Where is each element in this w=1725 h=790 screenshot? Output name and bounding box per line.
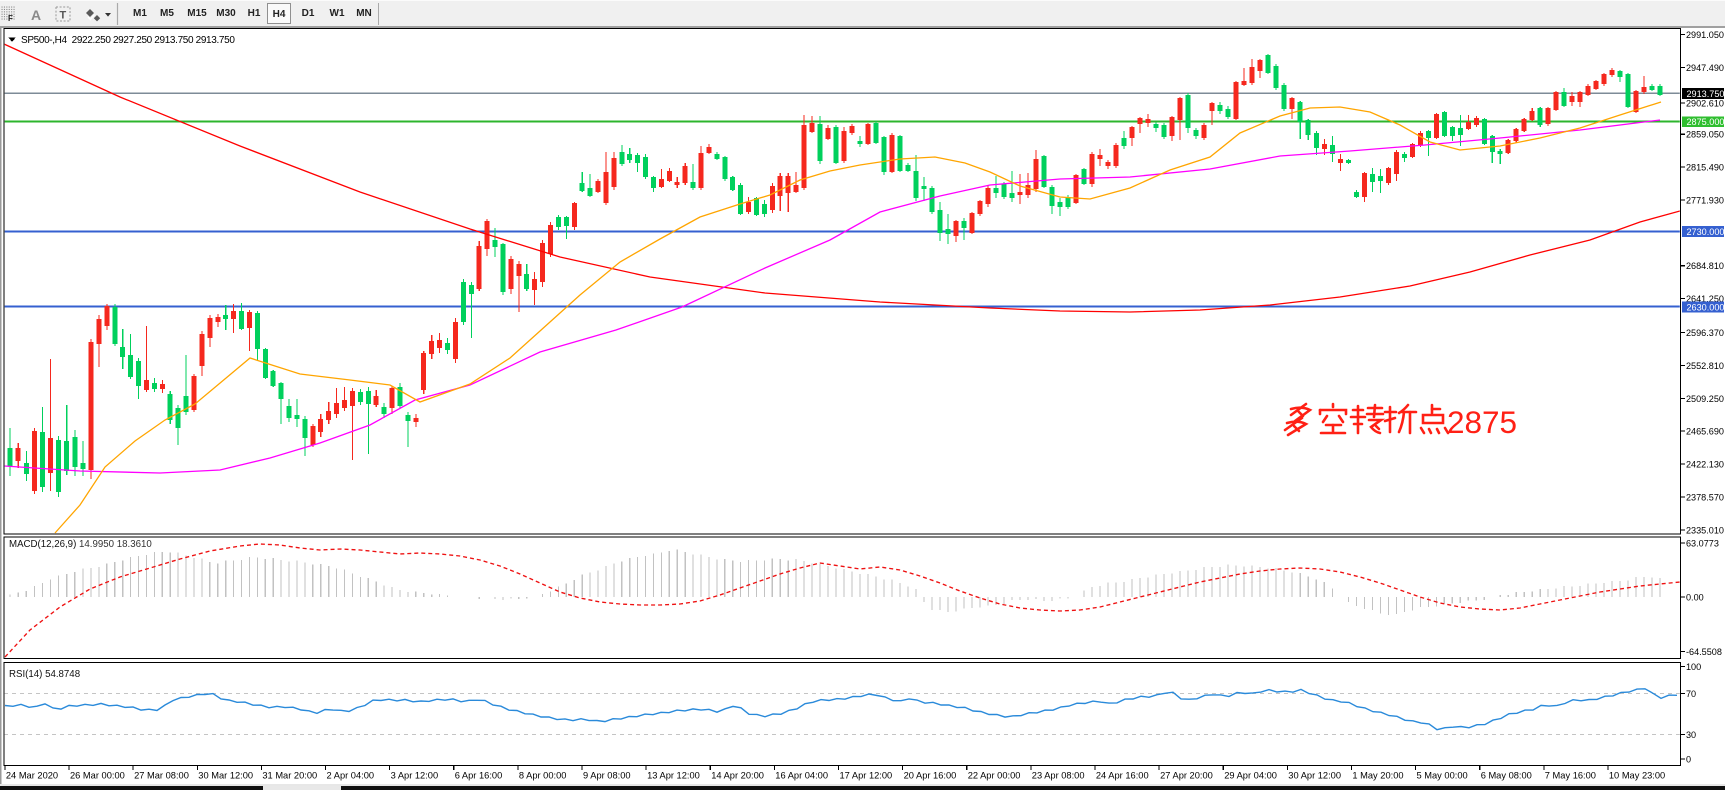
svg-text:29 Apr 04:00: 29 Apr 04:00	[1224, 771, 1277, 781]
svg-text:70: 70	[1686, 689, 1696, 699]
svg-text:26 Mar 00:00: 26 Mar 00:00	[70, 771, 125, 781]
svg-text:2 Apr 04:00: 2 Apr 04:00	[327, 771, 375, 781]
svg-text:16 Apr 04:00: 16 Apr 04:00	[775, 771, 828, 781]
svg-text:22 Apr 00:00: 22 Apr 00:00	[968, 771, 1021, 781]
svg-text:27 Mar 08:00: 27 Mar 08:00	[134, 771, 189, 781]
svg-text:100: 100	[1686, 662, 1701, 672]
svg-text:2913.750: 2913.750	[1687, 89, 1725, 99]
svg-text:2335.010: 2335.010	[1686, 525, 1724, 535]
svg-text:10 May 23:00: 10 May 23:00	[1609, 771, 1665, 781]
svg-text:6 May 08:00: 6 May 08:00	[1481, 771, 1532, 781]
svg-text:9 Apr 08:00: 9 Apr 08:00	[583, 771, 631, 781]
svg-text:27 Apr 20:00: 27 Apr 20:00	[1160, 771, 1213, 781]
svg-text:T: T	[60, 10, 67, 22]
svg-text:2875: 2875	[1447, 404, 1517, 440]
svg-text:2771.930: 2771.930	[1686, 195, 1724, 205]
svg-text:2552.810: 2552.810	[1686, 361, 1724, 371]
svg-text:8 Apr 00:00: 8 Apr 00:00	[519, 771, 567, 781]
svg-text:F: F	[8, 14, 13, 23]
svg-text:7 May 16:00: 7 May 16:00	[1545, 771, 1596, 781]
svg-text:2684.810: 2684.810	[1686, 261, 1724, 271]
svg-text:2422.130: 2422.130	[1686, 460, 1724, 470]
svg-text:2378.570: 2378.570	[1686, 492, 1724, 502]
svg-text:63.0773: 63.0773	[1686, 539, 1719, 549]
svg-text:2991.050: 2991.050	[1686, 30, 1724, 40]
svg-text:13 Apr 12:00: 13 Apr 12:00	[647, 771, 700, 781]
svg-text:24 Apr 16:00: 24 Apr 16:00	[1096, 771, 1149, 781]
svg-text:0.00: 0.00	[1686, 593, 1704, 603]
svg-text:2859.050: 2859.050	[1686, 130, 1724, 140]
svg-text:2630.000: 2630.000	[1687, 302, 1725, 312]
svg-text:30: 30	[1686, 730, 1696, 740]
svg-text:2641.250: 2641.250	[1686, 294, 1724, 304]
svg-text:5 May 00:00: 5 May 00:00	[1417, 771, 1468, 781]
svg-text:6 Apr 16:00: 6 Apr 16:00	[455, 771, 503, 781]
svg-text:30 Mar 12:00: 30 Mar 12:00	[198, 771, 253, 781]
svg-text:2465.690: 2465.690	[1686, 427, 1724, 437]
svg-text:17 Apr 12:00: 17 Apr 12:00	[840, 771, 893, 781]
svg-text:23 Apr 08:00: 23 Apr 08:00	[1032, 771, 1085, 781]
svg-text:2509.250: 2509.250	[1686, 394, 1724, 404]
svg-text:2596.370: 2596.370	[1686, 328, 1724, 338]
svg-text:SP500-,H4 2922.250 2927.250 2: SP500-,H4 2922.250 2927.250 2913.750 291…	[21, 35, 235, 46]
svg-text:2947.490: 2947.490	[1686, 63, 1724, 73]
svg-text:MACD(12,26,9) 14.9950 18.3610: MACD(12,26,9) 14.9950 18.3610	[9, 539, 152, 550]
svg-text:2875.000: 2875.000	[1687, 117, 1725, 127]
svg-text:RSI(14) 54.8748: RSI(14) 54.8748	[9, 669, 80, 680]
svg-text:-64.5508: -64.5508	[1686, 647, 1722, 657]
svg-text:2815.490: 2815.490	[1686, 163, 1724, 173]
svg-text:30 Apr 12:00: 30 Apr 12:00	[1288, 771, 1341, 781]
svg-text:1 May 20:00: 1 May 20:00	[1352, 771, 1403, 781]
svg-text:24 Mar 2020: 24 Mar 2020	[6, 771, 58, 781]
svg-text:2902.610: 2902.610	[1686, 99, 1724, 109]
svg-text:3 Apr 12:00: 3 Apr 12:00	[391, 771, 439, 781]
svg-text:2730.000: 2730.000	[1687, 227, 1725, 237]
svg-text:A: A	[31, 7, 41, 23]
svg-text:0: 0	[1686, 755, 1691, 765]
svg-text:20 Apr 16:00: 20 Apr 16:00	[904, 771, 957, 781]
svg-text:14 Apr 20:00: 14 Apr 20:00	[711, 771, 764, 781]
svg-text:31 Mar 20:00: 31 Mar 20:00	[262, 771, 317, 781]
